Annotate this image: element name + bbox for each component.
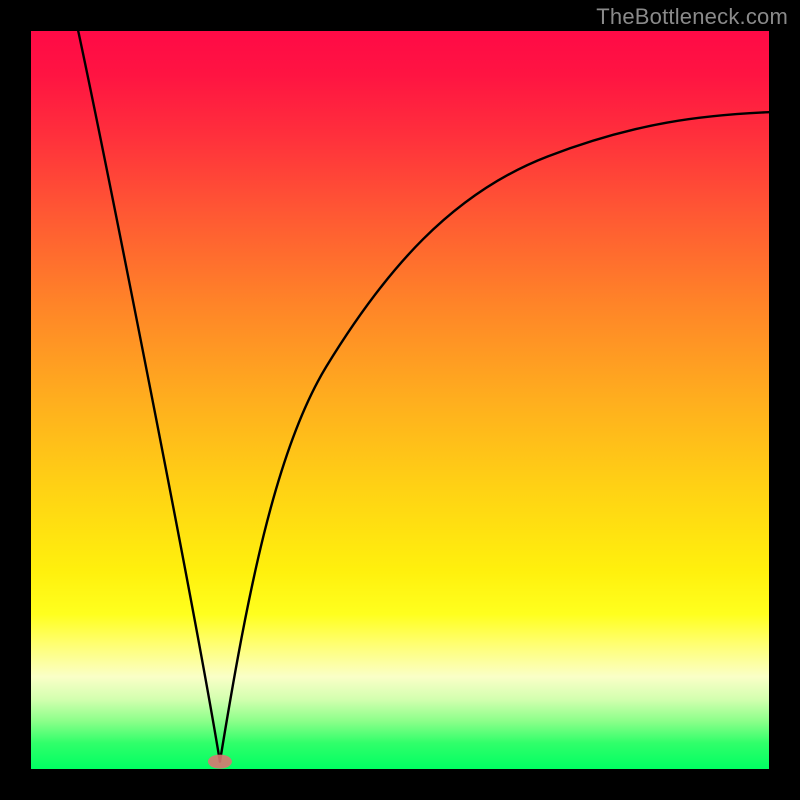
vertex-marker [208, 755, 232, 769]
gradient-background [31, 31, 769, 769]
chart-container: TheBottleneck.com [0, 0, 800, 800]
watermark-text: TheBottleneck.com [596, 4, 788, 30]
chart-svg [0, 0, 800, 800]
